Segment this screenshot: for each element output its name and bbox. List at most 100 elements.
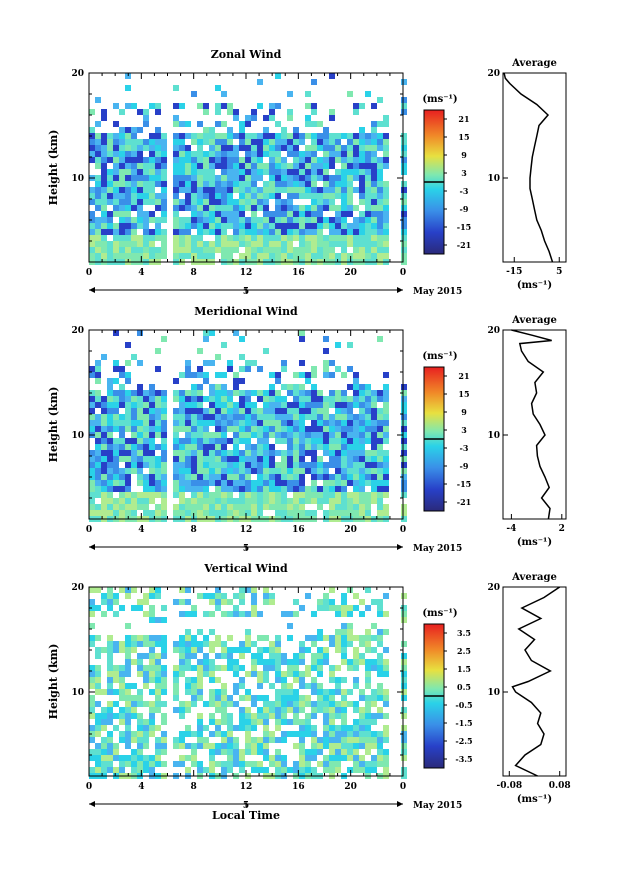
heatmap-cell bbox=[155, 199, 161, 205]
heatmap-cell bbox=[137, 743, 143, 749]
heatmap-cell bbox=[107, 223, 113, 229]
heatmap-cell bbox=[329, 689, 335, 695]
heatmap-cell bbox=[197, 665, 203, 671]
heatmap-cell bbox=[281, 659, 287, 665]
colorbar-tick-label: 0.5 bbox=[457, 682, 471, 692]
heatmap-cell bbox=[101, 438, 107, 444]
heatmap-cell bbox=[377, 743, 383, 749]
date-axis-arrow-left bbox=[89, 287, 95, 293]
heatmap-cell bbox=[365, 408, 371, 414]
heatmap-cell bbox=[305, 767, 311, 773]
heatmap-cell bbox=[341, 480, 347, 486]
heatmap-cell bbox=[329, 199, 335, 205]
heatmap-cell bbox=[143, 498, 149, 504]
heatmap-cell bbox=[347, 492, 353, 498]
heatmap-cell bbox=[119, 396, 125, 402]
heatmap-cell bbox=[101, 396, 107, 402]
heatmap-cell bbox=[131, 462, 137, 468]
heatmap-cell bbox=[257, 749, 263, 755]
heatmap-cell bbox=[347, 384, 353, 390]
heatmap-cell bbox=[101, 725, 107, 731]
heatmap-cell bbox=[221, 438, 227, 444]
heatmap-cell bbox=[209, 593, 215, 599]
heatmap-cell bbox=[347, 408, 353, 414]
heatmap-cell bbox=[323, 474, 329, 480]
heatmap-cell bbox=[359, 653, 365, 659]
heatmap-cell bbox=[401, 181, 407, 187]
heatmap-cell bbox=[161, 617, 167, 623]
heatmap-cell bbox=[377, 635, 383, 641]
heatmap-cell bbox=[245, 450, 251, 456]
heatmap-cell bbox=[275, 468, 281, 474]
heatmap-cell bbox=[149, 605, 155, 611]
heatmap-cell bbox=[269, 217, 275, 223]
heatmap-cell bbox=[143, 229, 149, 235]
heatmap-cell bbox=[245, 181, 251, 187]
heatmap-cell bbox=[401, 169, 407, 175]
heatmap-cell bbox=[143, 635, 149, 641]
heatmap-cell bbox=[221, 193, 227, 199]
heatmap-cell bbox=[173, 743, 179, 749]
heatmap-cell bbox=[263, 665, 269, 671]
heatmap-cell bbox=[335, 707, 341, 713]
heatmap-cell bbox=[155, 253, 161, 259]
heatmap-cell bbox=[365, 605, 371, 611]
heatmap-cell bbox=[329, 438, 335, 444]
heatmap-cell bbox=[359, 151, 365, 157]
heatmap-cell bbox=[281, 241, 287, 247]
heatmap-cell bbox=[119, 366, 125, 372]
heatmap-cell bbox=[173, 235, 179, 241]
heatmap-cell bbox=[107, 444, 113, 450]
heatmap-cell bbox=[239, 450, 245, 456]
heatmap-cell bbox=[365, 498, 371, 504]
heatmap-cell bbox=[293, 390, 299, 396]
heatmap-cell bbox=[401, 157, 407, 163]
heatmap-cell bbox=[149, 384, 155, 390]
heatmap-cell bbox=[239, 205, 245, 211]
heatmap-cell bbox=[215, 187, 221, 193]
heatmap-cell bbox=[137, 599, 143, 605]
heatmap-cell bbox=[359, 163, 365, 169]
heatmap-cell bbox=[221, 641, 227, 647]
heatmap-cell bbox=[161, 336, 167, 342]
heatmap-cell bbox=[401, 103, 407, 109]
heatmap-cell bbox=[371, 599, 377, 605]
heatmap-cell bbox=[287, 438, 293, 444]
heatmap-cell bbox=[323, 426, 329, 432]
heatmap-cell bbox=[365, 438, 371, 444]
heatmap-cell bbox=[401, 396, 407, 402]
heatmap-cell bbox=[173, 247, 179, 253]
heatmap-cell bbox=[107, 605, 113, 611]
heatmap-cell bbox=[89, 109, 95, 115]
heatmap-cell bbox=[155, 169, 161, 175]
heatmap-cell bbox=[371, 432, 377, 438]
heatmap-cell bbox=[263, 593, 269, 599]
heatmap-cell bbox=[143, 719, 149, 725]
heatmap-cell bbox=[203, 665, 209, 671]
heatmap-cell bbox=[377, 241, 383, 247]
heatmap-cell bbox=[311, 151, 317, 157]
heatmap-cell bbox=[131, 133, 137, 139]
heatmap-cell bbox=[239, 426, 245, 432]
heatmap-cell bbox=[95, 145, 101, 151]
heatmap-cell bbox=[317, 647, 323, 653]
heatmap-cell bbox=[191, 181, 197, 187]
heatmap-cell bbox=[233, 725, 239, 731]
heatmap-cell bbox=[359, 486, 365, 492]
heatmap-cell bbox=[257, 217, 263, 223]
heatmap-cell bbox=[359, 641, 365, 647]
heatmap-cell bbox=[119, 241, 125, 247]
heatmap-cell bbox=[107, 731, 113, 737]
heatmap-cell bbox=[95, 420, 101, 426]
heatmap-cell bbox=[377, 629, 383, 635]
heatmap-cell bbox=[401, 199, 407, 205]
heatmap-cell bbox=[209, 414, 215, 420]
heatmap-cell bbox=[137, 462, 143, 468]
avg-y-tick-label: 20 bbox=[487, 69, 500, 79]
heatmap-cell bbox=[119, 229, 125, 235]
heatmap-cell bbox=[365, 695, 371, 701]
heatmap-cell bbox=[227, 217, 233, 223]
heatmap-cell bbox=[365, 731, 371, 737]
heatmap-cell bbox=[365, 426, 371, 432]
heatmap-cell bbox=[113, 229, 119, 235]
